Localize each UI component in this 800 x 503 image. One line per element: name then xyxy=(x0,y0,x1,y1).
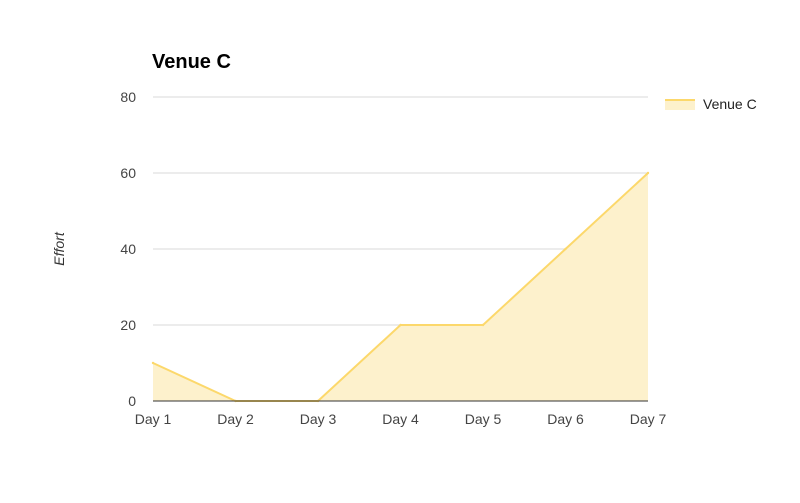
y-tick-label-60: 60 xyxy=(120,165,136,181)
data-point-day-5 xyxy=(481,323,485,327)
data-point-day-7 xyxy=(646,171,650,175)
x-tick-label-day-7: Day 7 xyxy=(630,411,667,427)
x-tick-label-day-1: Day 1 xyxy=(135,411,172,427)
series-area-layer xyxy=(151,171,650,403)
y-tick-label-20: 20 xyxy=(120,317,136,333)
chart-title: Venue C xyxy=(152,51,231,73)
y-axis-ticks: 0 20 40 60 80 xyxy=(120,89,136,409)
data-point-day-4 xyxy=(399,323,402,327)
data-point-day-1 xyxy=(151,361,155,365)
y-axis-title: Effort xyxy=(51,231,67,266)
x-tick-label-day-3: Day 3 xyxy=(300,411,337,427)
x-tick-label-day-5: Day 5 xyxy=(465,411,502,427)
series-area-fill xyxy=(153,173,648,401)
legend: Venue C xyxy=(665,96,757,112)
x-tick-label-day-6: Day 6 xyxy=(547,411,584,427)
y-tick-label-80: 80 xyxy=(120,89,136,105)
legend-swatch-fill xyxy=(665,100,695,110)
y-tick-label-0: 0 xyxy=(128,393,136,409)
x-axis-ticks: Day 1 Day 2 Day 3 Day 4 Day 5 Day 6 Day 7 xyxy=(135,411,667,427)
x-tick-label-day-2: Day 2 xyxy=(217,411,254,427)
data-point-day-6 xyxy=(564,247,567,251)
x-tick-label-day-4: Day 4 xyxy=(382,411,419,427)
y-tick-label-40: 40 xyxy=(120,241,136,257)
legend-label: Venue C xyxy=(703,96,757,112)
